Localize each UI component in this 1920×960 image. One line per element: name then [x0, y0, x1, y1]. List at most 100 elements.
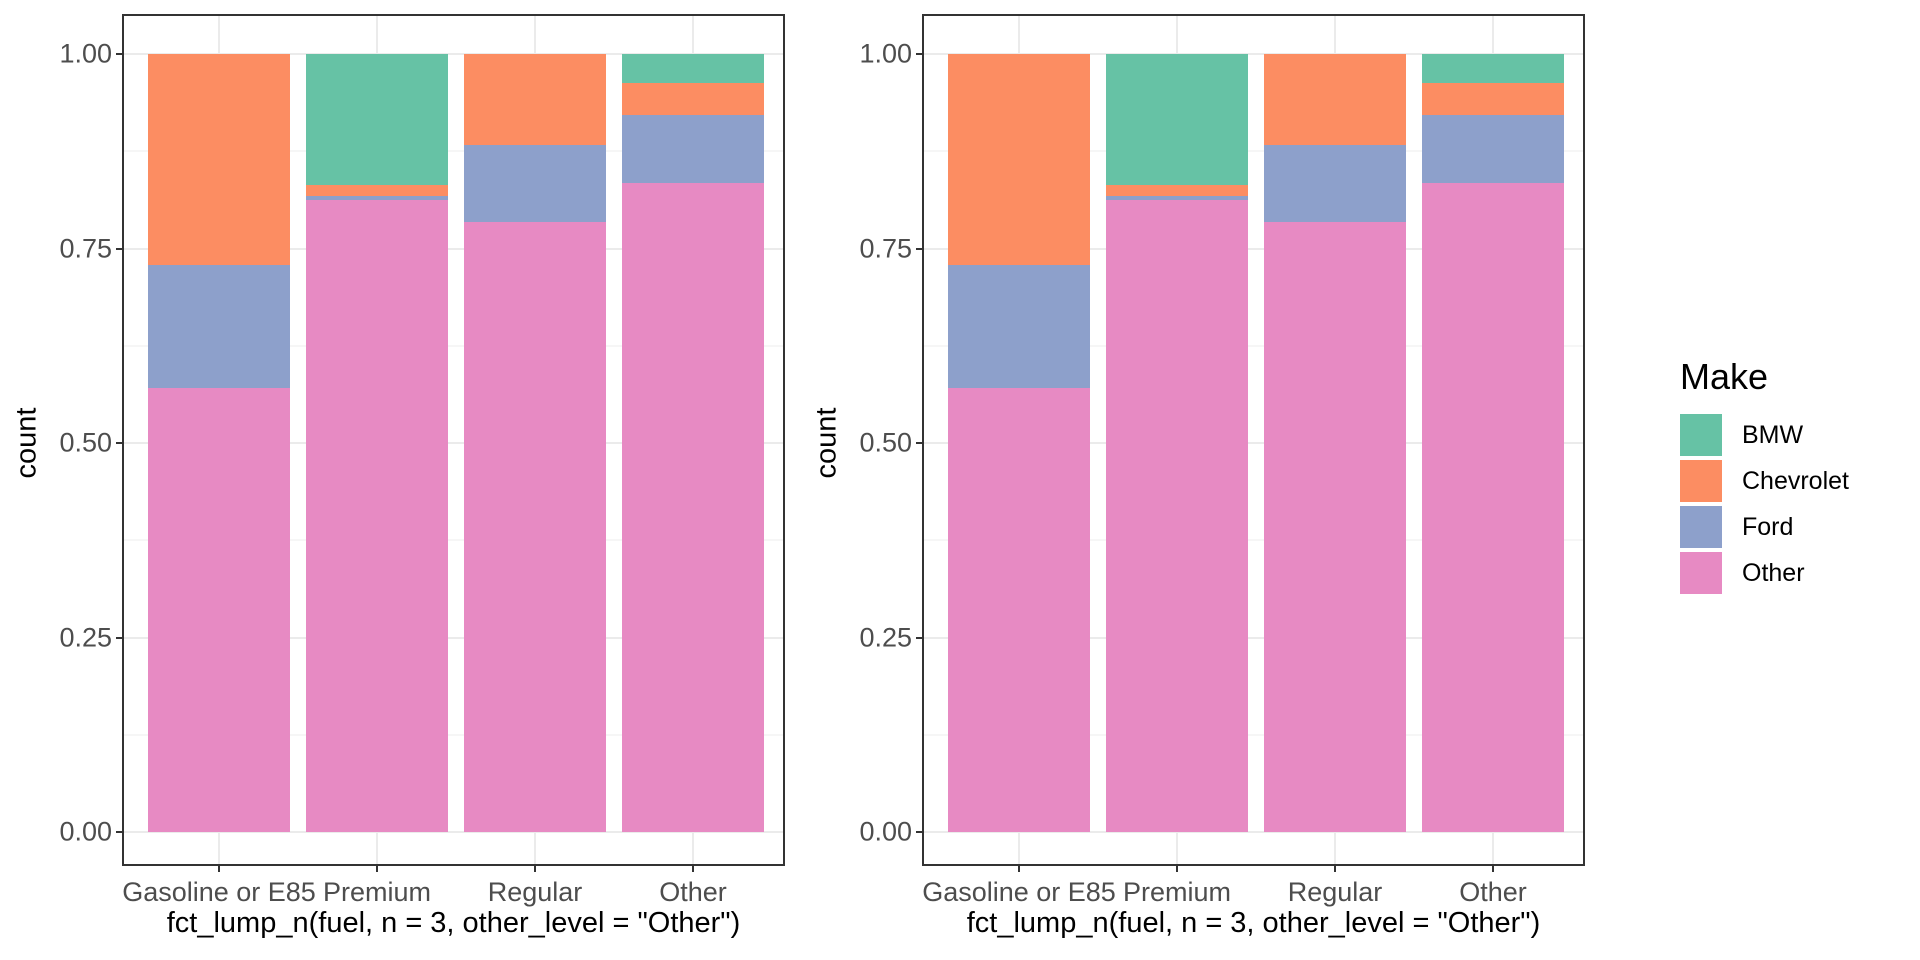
segment-other	[948, 387, 1090, 832]
gridline-minor	[124, 539, 783, 541]
segment-chevrolet	[306, 184, 448, 197]
gridline-minor	[924, 150, 1583, 152]
legend-entries: BMW Chevrolet Ford Other	[1680, 414, 1849, 594]
x-tick-mark	[1492, 864, 1494, 872]
chart-panel-right: 0.00 0.25 0.50 0.75 1.00 Gasoline or E85 Premi…	[811, 14, 1585, 939]
legend-label-chevrolet: Chevrolet	[1742, 466, 1849, 495]
y-tick-mark	[116, 247, 124, 250]
segment-ford	[1422, 114, 1564, 184]
segment-other	[1422, 183, 1564, 832]
x-tick-mark	[534, 864, 536, 872]
gridline-major	[924, 831, 1583, 833]
y-tick-label: 1.00	[59, 38, 112, 69]
gridline-major	[924, 247, 1583, 250]
legend-label-other: Other	[1742, 558, 1805, 587]
segment-ford	[1106, 196, 1248, 201]
y-tick-mark	[116, 636, 124, 639]
segment-ford	[1264, 145, 1406, 223]
bar-gasoline-or-e85	[948, 54, 1090, 832]
legend-entry-other: Other	[1680, 552, 1849, 594]
segment-bmw	[622, 54, 764, 83]
bar-regular	[464, 54, 606, 832]
x-tick-mark	[1334, 864, 1336, 872]
gridline-major	[124, 247, 783, 250]
segment-ford	[148, 264, 290, 388]
segment-ford	[622, 114, 764, 184]
bar-premium	[1106, 54, 1248, 832]
y-axis-title: count	[10, 407, 43, 479]
x-tick-label-regular: Regular	[487, 877, 583, 907]
x-tick-label-other: Other	[1459, 877, 1527, 907]
gridline-minor	[124, 345, 783, 347]
gridline-major	[124, 636, 783, 639]
bar-regular	[1264, 54, 1406, 832]
y-tick-label: 0.25	[859, 622, 912, 652]
x-axis-title: fct_lump_n(fuel, n = 3, other_level = "O…	[166, 907, 741, 939]
segment-bmw	[1422, 54, 1564, 83]
segment-other	[148, 387, 290, 832]
legend-title: Make	[1680, 356, 1769, 397]
segment-chevrolet	[1264, 54, 1406, 146]
gridline-major	[924, 53, 1583, 55]
y-tick-mark	[116, 442, 124, 444]
y-tick-label: 0.00	[859, 816, 912, 847]
gridline-minor	[924, 345, 1583, 347]
x-tick-mark	[1018, 864, 1020, 872]
segment-ford	[948, 264, 1090, 388]
y-tick-mark	[916, 442, 924, 444]
y-tick-mark	[916, 53, 924, 55]
legend-entry-ford: Ford	[1680, 506, 1849, 548]
segment-chevrolet	[464, 54, 606, 146]
segment-other	[306, 200, 448, 832]
y-tick-mark	[916, 636, 924, 639]
y-tick-label: 0.75	[859, 233, 912, 263]
y-tick-label: 0.00	[59, 816, 112, 847]
x-tick-label-gasoline-or-e85: Gasoline or E85	[122, 877, 316, 907]
y-tick-mark	[116, 831, 124, 833]
segment-other	[622, 183, 764, 832]
gridline-major	[124, 53, 783, 55]
x-tick-label-regular: Regular	[1287, 877, 1383, 907]
chart-panel-left: 0.00 0.25 0.50 0.75 1.00 Gasoline or E85 Premi…	[11, 14, 785, 939]
bar-premium	[306, 54, 448, 832]
segment-chevrolet	[148, 54, 290, 265]
bar-other	[622, 54, 764, 832]
gridline-minor	[124, 150, 783, 152]
y-tick-label: 0.75	[59, 233, 112, 263]
segment-other	[464, 222, 606, 832]
y-tick-mark	[916, 831, 924, 833]
y-tick-mark	[916, 247, 924, 250]
segment-other	[1106, 200, 1248, 832]
y-tick-label: 0.50	[59, 427, 112, 458]
x-tick-mark	[692, 864, 694, 872]
legend-label-bmw: BMW	[1742, 420, 1804, 449]
x-tick-mark	[1176, 864, 1178, 872]
y-tick-label: 1.00	[859, 38, 912, 69]
legend-swatch-bmw	[1680, 414, 1722, 456]
legend: Make BMW Chevrolet Ford Other	[1680, 356, 1849, 598]
segment-bmw	[306, 54, 448, 185]
y-axis-title: count	[810, 407, 843, 479]
segment-ford	[306, 196, 448, 201]
gridline-major	[924, 442, 1583, 444]
x-tick-label-premium: Premium	[322, 877, 432, 907]
x-tick-mark	[376, 864, 378, 872]
segment-chevrolet	[948, 54, 1090, 265]
segment-chevrolet	[1106, 184, 1248, 197]
segment-chevrolet	[1422, 82, 1564, 115]
bar-other	[1422, 54, 1564, 832]
gridline-minor	[924, 539, 1583, 541]
legend-swatch-other	[1680, 552, 1722, 594]
y-tick-mark	[116, 53, 124, 55]
y-tick-label: 0.50	[859, 427, 912, 458]
legend-swatch-ford	[1680, 506, 1722, 548]
gridline-minor	[124, 734, 783, 736]
legend-label-ford: Ford	[1742, 512, 1794, 541]
legend-swatch-chevrolet	[1680, 460, 1722, 502]
x-tick-mark	[218, 864, 220, 872]
x-axis-title: fct_lump_n(fuel, n = 3, other_level = "O…	[966, 907, 1541, 939]
y-tick-label: 0.25	[59, 622, 112, 652]
x-tick-label-gasoline-or-e85: Gasoline or E85	[922, 877, 1116, 907]
legend-entry-bmw: BMW	[1680, 414, 1849, 456]
